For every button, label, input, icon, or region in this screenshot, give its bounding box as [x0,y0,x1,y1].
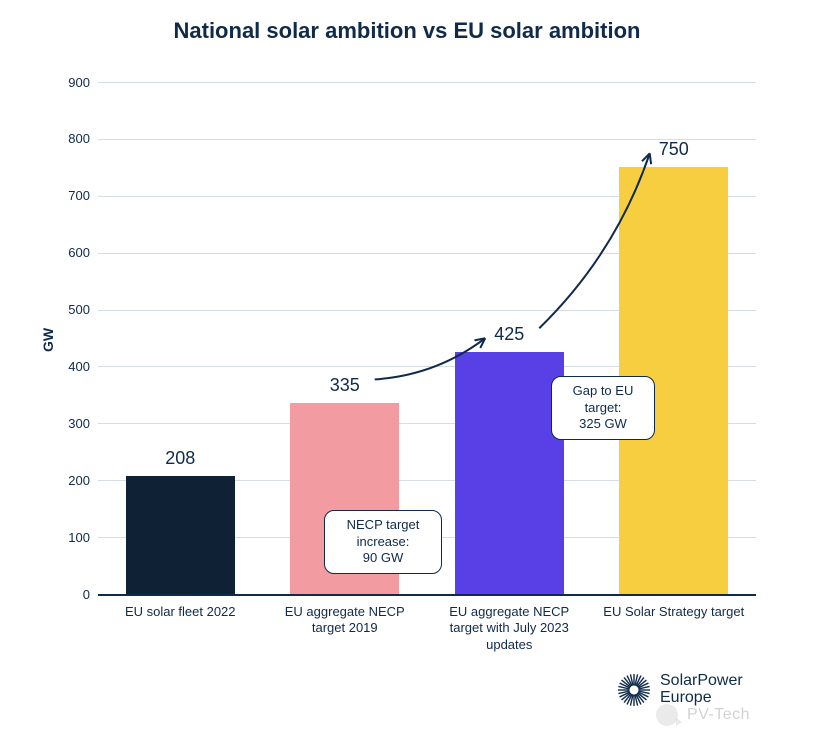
y-tick-label: 200 [50,473,90,488]
y-axis-label: GW [40,328,56,352]
y-tick-label: 500 [50,302,90,317]
x-tick-label: EU aggregate NECP target 2019 [265,604,426,637]
bar-value-label: 750 [624,139,724,160]
brand-name: SolarPower Europe [660,673,743,707]
bar-value-label: 335 [295,375,395,396]
y-tick-label: 600 [50,245,90,260]
speech-bubble-icon [656,704,678,726]
x-tick-label: EU solar fleet 2022 [100,604,261,620]
y-tick-label: 100 [50,530,90,545]
x-tick-label: EU aggregate NECP target with July 2023 … [429,604,590,653]
y-tick-label: 900 [50,75,90,90]
grid-line [98,82,756,83]
sunburst-icon [616,672,652,708]
chart-title: National solar ambition vs EU solar ambi… [0,18,814,44]
annotation-box: Gap to EU target: 325 GW [551,376,655,440]
y-tick-label: 300 [50,416,90,431]
y-tick-label: 800 [50,131,90,146]
axis-baseline [98,594,756,596]
y-tick-label: 400 [50,359,90,374]
brand-name-line1: SolarPower [660,673,743,690]
bar [455,352,564,594]
bar-value-label: 425 [459,324,559,345]
bar [126,476,235,594]
watermark: PV-Tech [656,704,750,726]
watermark-text: PV-Tech [687,706,750,723]
y-tick-label: 0 [50,587,90,602]
bar-value-label: 208 [130,448,230,469]
annotation-box: NECP target increase: 90 GW [324,510,442,574]
x-tick-label: EU Solar Strategy target [594,604,755,620]
y-tick-label: 700 [50,188,90,203]
brand-logo: SolarPower Europe [616,672,743,708]
